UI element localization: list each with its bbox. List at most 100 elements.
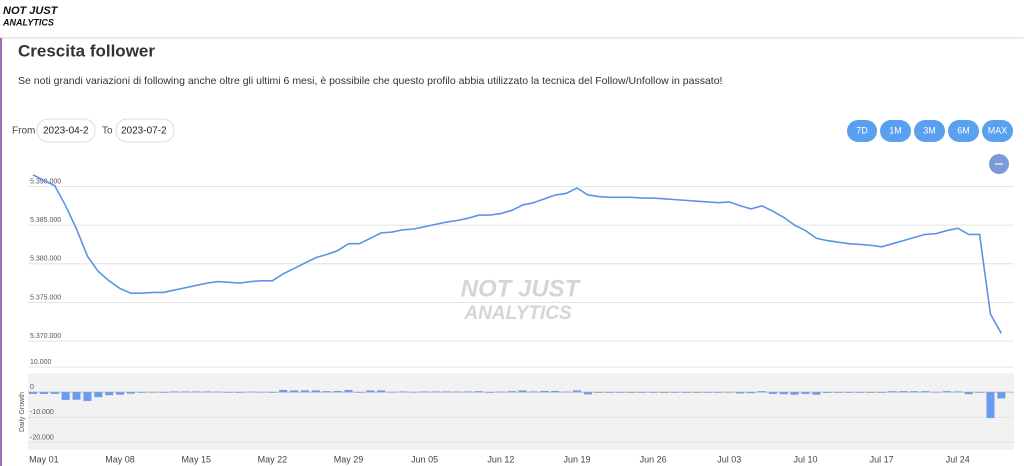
growth-bar — [105, 392, 114, 396]
growth-bar — [518, 390, 527, 393]
range-button-label[interactable]: 6M — [957, 125, 970, 135]
growth-bar — [464, 391, 473, 393]
y-tick-label: 5.380.000 — [30, 256, 61, 263]
y-tick-label: -20.000 — [30, 434, 54, 441]
range-button[interactable] — [880, 120, 911, 142]
growth-bar — [366, 390, 375, 393]
growth-bar — [159, 392, 168, 393]
growth-bar — [649, 392, 658, 393]
range-button-label[interactable]: 7D — [856, 125, 868, 135]
growth-bar — [398, 391, 407, 393]
growth-bar — [888, 391, 897, 393]
growth-bar — [768, 392, 777, 394]
growth-bar — [910, 391, 919, 393]
header-bar — [0, 0, 1024, 37]
range-button[interactable] — [847, 120, 877, 142]
growth-bar — [181, 391, 190, 393]
from-label: From — [12, 126, 35, 137]
growth-bar — [268, 392, 277, 393]
growth-bar — [562, 391, 571, 393]
growth-bar — [812, 392, 821, 395]
growth-bar — [333, 390, 342, 393]
growth-bar — [877, 392, 886, 393]
growth-bar — [801, 392, 810, 394]
range-button[interactable] — [982, 120, 1013, 142]
x-tick-label: Jul 10 — [793, 454, 817, 464]
growth-bar — [409, 391, 418, 393]
growth-bar — [855, 392, 864, 393]
growth-bar — [583, 392, 592, 395]
to-input[interactable] — [115, 118, 175, 143]
watermark-line: NOT JUST — [461, 275, 582, 302]
range-button[interactable] — [948, 120, 979, 142]
logo-line[interactable]: ANALYTICS — [2, 17, 54, 27]
follower-line — [32, 174, 1003, 334]
range-button[interactable] — [914, 120, 945, 142]
growth-bar — [551, 390, 560, 393]
y-tick-label: 10.000 — [30, 359, 52, 366]
growth-bar — [301, 390, 309, 393]
growth-bar — [72, 392, 81, 400]
growth-bar — [50, 392, 59, 394]
growth-bar — [932, 391, 941, 393]
logo-line[interactable]: NOT JUST — [3, 5, 59, 17]
growth-bar — [420, 391, 429, 393]
growth-bar — [779, 392, 788, 395]
growth-bar — [823, 392, 832, 393]
growth-bar — [834, 392, 843, 393]
to-value[interactable]: 2023-07-2 — [121, 126, 167, 137]
growth-bar — [670, 392, 679, 393]
growth-bar — [964, 392, 973, 395]
growth-bar — [747, 392, 756, 394]
y-tick-label: -10.000 — [30, 409, 54, 416]
growth-bar — [573, 390, 581, 393]
growth-bar — [845, 392, 853, 393]
range-button-label[interactable]: 1M — [889, 125, 902, 135]
growth-bar — [736, 392, 745, 394]
growth-bar — [148, 391, 157, 393]
growth-bar — [203, 391, 212, 393]
growth-bar — [757, 391, 766, 393]
x-tick-label: May 01 — [29, 454, 59, 464]
x-tick-label: Jun 26 — [640, 454, 667, 464]
range-button-label[interactable]: MAX — [988, 125, 1008, 135]
from-value[interactable]: 2023-04-2 — [43, 126, 89, 137]
growth-bar — [725, 391, 734, 393]
y-tick-label: 5.385.000 — [30, 217, 61, 224]
growth-bar — [692, 392, 701, 393]
growth-bar — [344, 389, 353, 393]
growth-bar — [953, 391, 962, 393]
section-title: Crescita follower — [18, 41, 155, 60]
to-label: To — [102, 126, 113, 137]
growth-bar — [605, 392, 614, 393]
x-tick-label: May 29 — [334, 454, 364, 464]
growth-bar — [714, 392, 723, 393]
growth-bar — [703, 392, 712, 393]
growth-bar — [866, 392, 875, 393]
growth-bar — [83, 392, 92, 401]
from-input[interactable] — [36, 118, 96, 143]
growth-bar — [322, 391, 331, 393]
growth-bar — [921, 391, 930, 393]
growth-bar — [388, 391, 397, 393]
growth-bar — [453, 391, 462, 393]
growth-bar — [529, 391, 538, 393]
growth-bar — [942, 391, 951, 393]
x-tick-label: May 15 — [181, 454, 211, 464]
growth-bar — [137, 392, 146, 393]
growth-bar — [192, 391, 201, 393]
x-tick-label: Jun 05 — [411, 454, 438, 464]
growth-bar — [61, 392, 70, 400]
x-tick-label: Jun 12 — [487, 454, 514, 464]
growth-bar — [660, 392, 669, 393]
growth-bar — [899, 391, 908, 393]
growth-bar — [485, 392, 494, 393]
x-tick-label: Jul 24 — [946, 454, 970, 464]
watermark: NOT JUST ANALYTICS — [461, 275, 582, 324]
range-button-label[interactable]: 3M — [923, 125, 936, 135]
growth-bar — [627, 392, 636, 393]
growth-bar — [213, 391, 222, 393]
growth-bar — [257, 391, 266, 393]
description: Se noti grandi variazioni di following a… — [18, 75, 722, 87]
